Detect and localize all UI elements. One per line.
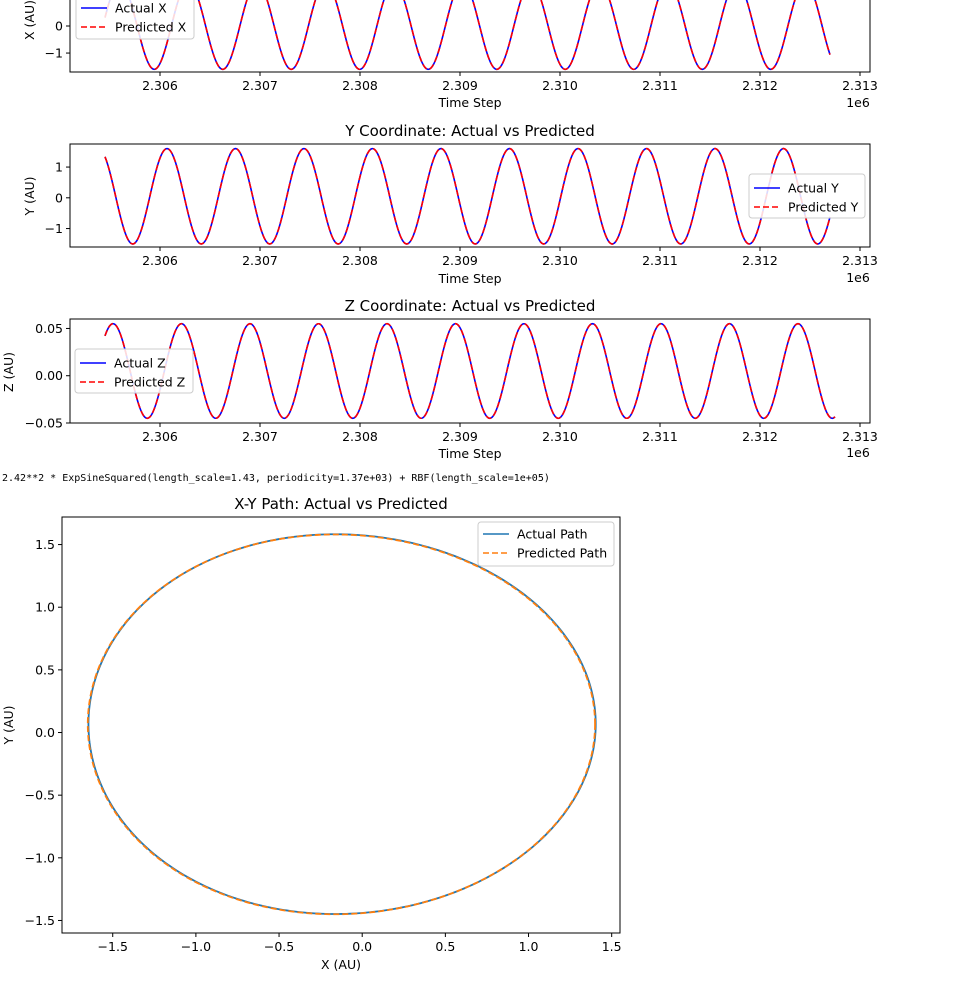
x-tick-label: 0.5 — [435, 939, 455, 954]
x-tick-label: 2.310 — [542, 78, 578, 93]
y-plot-area: 2.306 2.307 2.308 2.309 2.310 2.311 2.312 2.313… — [45, 147, 878, 268]
x-tick-label: 2.313 — [842, 429, 878, 444]
y-tick-label: 0 — [55, 19, 63, 34]
y-plot-title: Y Coordinate: Actual vs Predicted — [344, 122, 595, 140]
x-tick-label: 2.313 — [842, 78, 878, 93]
y-tick-label: 0.00 — [35, 368, 63, 383]
x-tick-label: 2.307 — [242, 253, 278, 268]
x-tick-label: 2.306 — [142, 429, 178, 444]
x-tick-label: −1.5 — [98, 939, 128, 954]
x-tick-label: 2.311 — [642, 253, 678, 268]
legend-box — [75, 0, 195, 40]
x-tick-label: 2.312 — [742, 253, 778, 268]
xy-plot-frame — [61, 516, 621, 934]
x-tick-label: 2.312 — [742, 429, 778, 444]
kernel-description-text: 2.42**2 * ExpSineSquared(length_scale=1.… — [2, 473, 550, 484]
x-plot-offset-text: 1e6 — [846, 95, 870, 110]
predicted-series-line — [104, 0, 831, 71]
predicted-series-line — [104, 147, 831, 245]
legend-predicted-label: Predicted Y — [788, 200, 859, 215]
x-plot-area: 2.306 2.307 2.308 2.309 2.310 2.311 2.312 2.313… — [45, 0, 878, 93]
y-tick-label: −1 — [45, 221, 63, 236]
x-plot-xlabel: Time Step — [437, 95, 501, 110]
actual-series-line — [104, 147, 831, 245]
y-tick-label: −1.5 — [25, 913, 55, 928]
xy-plot-title: X-Y Path: Actual vs Predicted — [234, 495, 448, 513]
y-tick-label: −1.0 — [25, 850, 55, 865]
x-tick-label: 2.308 — [342, 253, 378, 268]
y-tick-label: 0 — [55, 190, 63, 205]
x-tick-label: 2.310 — [542, 429, 578, 444]
y-coordinate-plot: Y Coordinate: Actual vs Predicted 2.306 2… — [22, 122, 878, 286]
predicted-path-line — [86, 533, 596, 916]
z-plot-area: 2.306 2.307 2.308 2.309 2.310 2.311 2.312 2.313… — [25, 321, 878, 444]
xy-plot-xlabel: X (AU) — [321, 957, 361, 972]
x-tick-label: 2.308 — [342, 429, 378, 444]
y-tick-label: −1 — [45, 46, 63, 61]
legend-predicted-path-label: Predicted Path — [517, 546, 607, 561]
legend-actual-path-label: Actual Path — [517, 527, 588, 542]
x-tick-label: −1.0 — [181, 939, 211, 954]
x-tick-label: −0.5 — [264, 939, 294, 954]
x-tick-label: 2.308 — [342, 78, 378, 93]
actual-series-line — [104, 0, 831, 71]
x-tick-label: 2.306 — [142, 78, 178, 93]
y-plot-ylabel: Y (AU) — [22, 176, 37, 216]
legend-actual-label: Actual Z — [114, 356, 166, 371]
x-tick-label: 2.309 — [442, 253, 478, 268]
y-plot-offset-text: 1e6 — [846, 270, 870, 285]
x-tick-label: 2.311 — [642, 429, 678, 444]
legend-box — [74, 348, 194, 394]
z-plot-title: Z Coordinate: Actual vs Predicted — [345, 297, 596, 315]
x-tick-label: 2.309 — [442, 429, 478, 444]
y-tick-label: 1.0 — [35, 600, 55, 615]
x-tick-label: 2.311 — [642, 78, 678, 93]
predicted-series-line — [104, 322, 836, 420]
y-plot-xlabel: Time Step — [437, 271, 501, 286]
legend-predicted-label: Predicted Z — [114, 375, 185, 390]
y-tick-label: 0.5 — [35, 662, 55, 677]
y-tick-label: 0.0 — [35, 725, 55, 740]
x-tick-label: 2.312 — [742, 78, 778, 93]
y-tick-label: 1.5 — [35, 537, 55, 552]
x-tick-label: 1.0 — [519, 939, 539, 954]
x-tick-label: 2.310 — [542, 253, 578, 268]
x-tick-label: 2.307 — [242, 78, 278, 93]
actual-series-line — [104, 322, 836, 420]
z-plot-xlabel: Time Step — [437, 446, 501, 461]
z-plot-ylabel: Z (AU) — [1, 352, 16, 392]
y-tick-label: −0.05 — [25, 416, 63, 431]
x-tick-label: 2.309 — [442, 78, 478, 93]
y-tick-label: 1 — [55, 160, 63, 175]
z-plot-frame — [69, 318, 871, 424]
xy-plot-ylabel: Y (AU) — [1, 705, 16, 745]
x-plot-ylabel: X (AU) — [22, 0, 37, 40]
legend-box — [477, 521, 615, 567]
x-tick-label: 1.5 — [602, 939, 622, 954]
xy-path-plot: X-Y Path: Actual vs Predicted −1.5 −1.0 −0… — [1, 495, 622, 972]
z-coordinate-plot: Z Coordinate: Actual vs Predicted 2.306 2… — [1, 297, 878, 461]
x-tick-label: 0.0 — [352, 939, 372, 954]
x-tick-label: 2.306 — [142, 253, 178, 268]
x-tick-label: 2.313 — [842, 253, 878, 268]
y-tick-label: 0.05 — [35, 321, 63, 336]
xy-plot-area: −1.5 −1.0 −0.5 0.0 0.5 1.0 1.5 1.5 1.0 0.5 0.0 −0.5… — [25, 521, 622, 954]
legend-actual-label: Actual X — [115, 1, 167, 16]
legend-actual-label: Actual Y — [788, 181, 839, 196]
z-plot-offset-text: 1e6 — [846, 445, 870, 460]
legend-predicted-label: Predicted X — [115, 20, 187, 35]
x-tick-label: 2.307 — [242, 429, 278, 444]
y-tick-label: −0.5 — [25, 788, 55, 803]
x-coordinate-plot: 2.306 2.307 2.308 2.309 2.310 2.311 2.312 2.313… — [22, 0, 878, 110]
y-plot-frame — [69, 143, 871, 248]
